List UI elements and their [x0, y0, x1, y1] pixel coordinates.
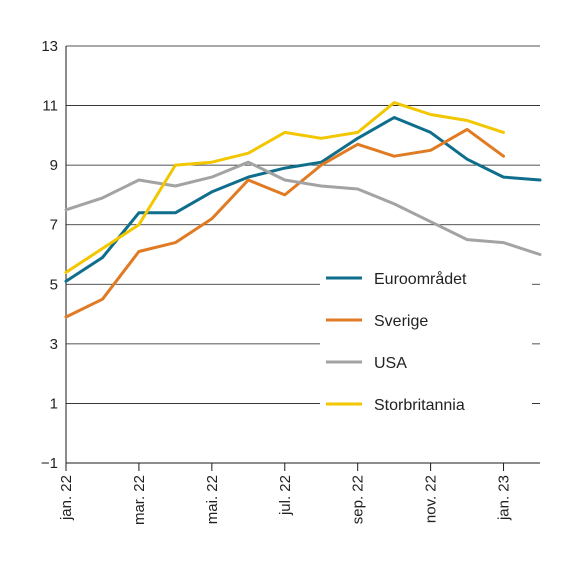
legend-entry: Euroområdet [374, 270, 467, 288]
y-tick-label: 1 [50, 395, 58, 412]
y-tick-label: 3 [50, 336, 58, 353]
x-tick-label: jan. 22 [58, 475, 75, 521]
x-tick-label: sep. 22 [350, 475, 367, 524]
series-line-2 [64, 160, 542, 256]
series-lines [64, 101, 542, 319]
y-tick-label: 9 [50, 157, 58, 174]
x-tick-label: jan. 23 [496, 475, 513, 521]
legend-entry: Storbritannia [374, 397, 465, 414]
x-tick-label: nov. 22 [423, 475, 440, 523]
series-line-3 [64, 101, 505, 274]
legend-entry: Sverige [374, 313, 428, 330]
x-tick-label: mar. 22 [131, 475, 148, 525]
legend: Euroområdet Sverige USA Storbritannia [320, 258, 532, 432]
y-tick-label: −1 [41, 455, 58, 472]
series-line-0 [64, 116, 542, 283]
x-tick-label: jul. 22 [277, 475, 294, 516]
y-tick-label: 13 [41, 38, 58, 55]
y-tick-label: 5 [50, 276, 58, 293]
y-tick-label: 11 [42, 98, 58, 115]
y-tick-label: 7 [50, 217, 58, 234]
x-tick-label: mai. 22 [204, 475, 221, 524]
legend-entry: USA [374, 355, 407, 372]
series-line-1 [64, 127, 505, 319]
